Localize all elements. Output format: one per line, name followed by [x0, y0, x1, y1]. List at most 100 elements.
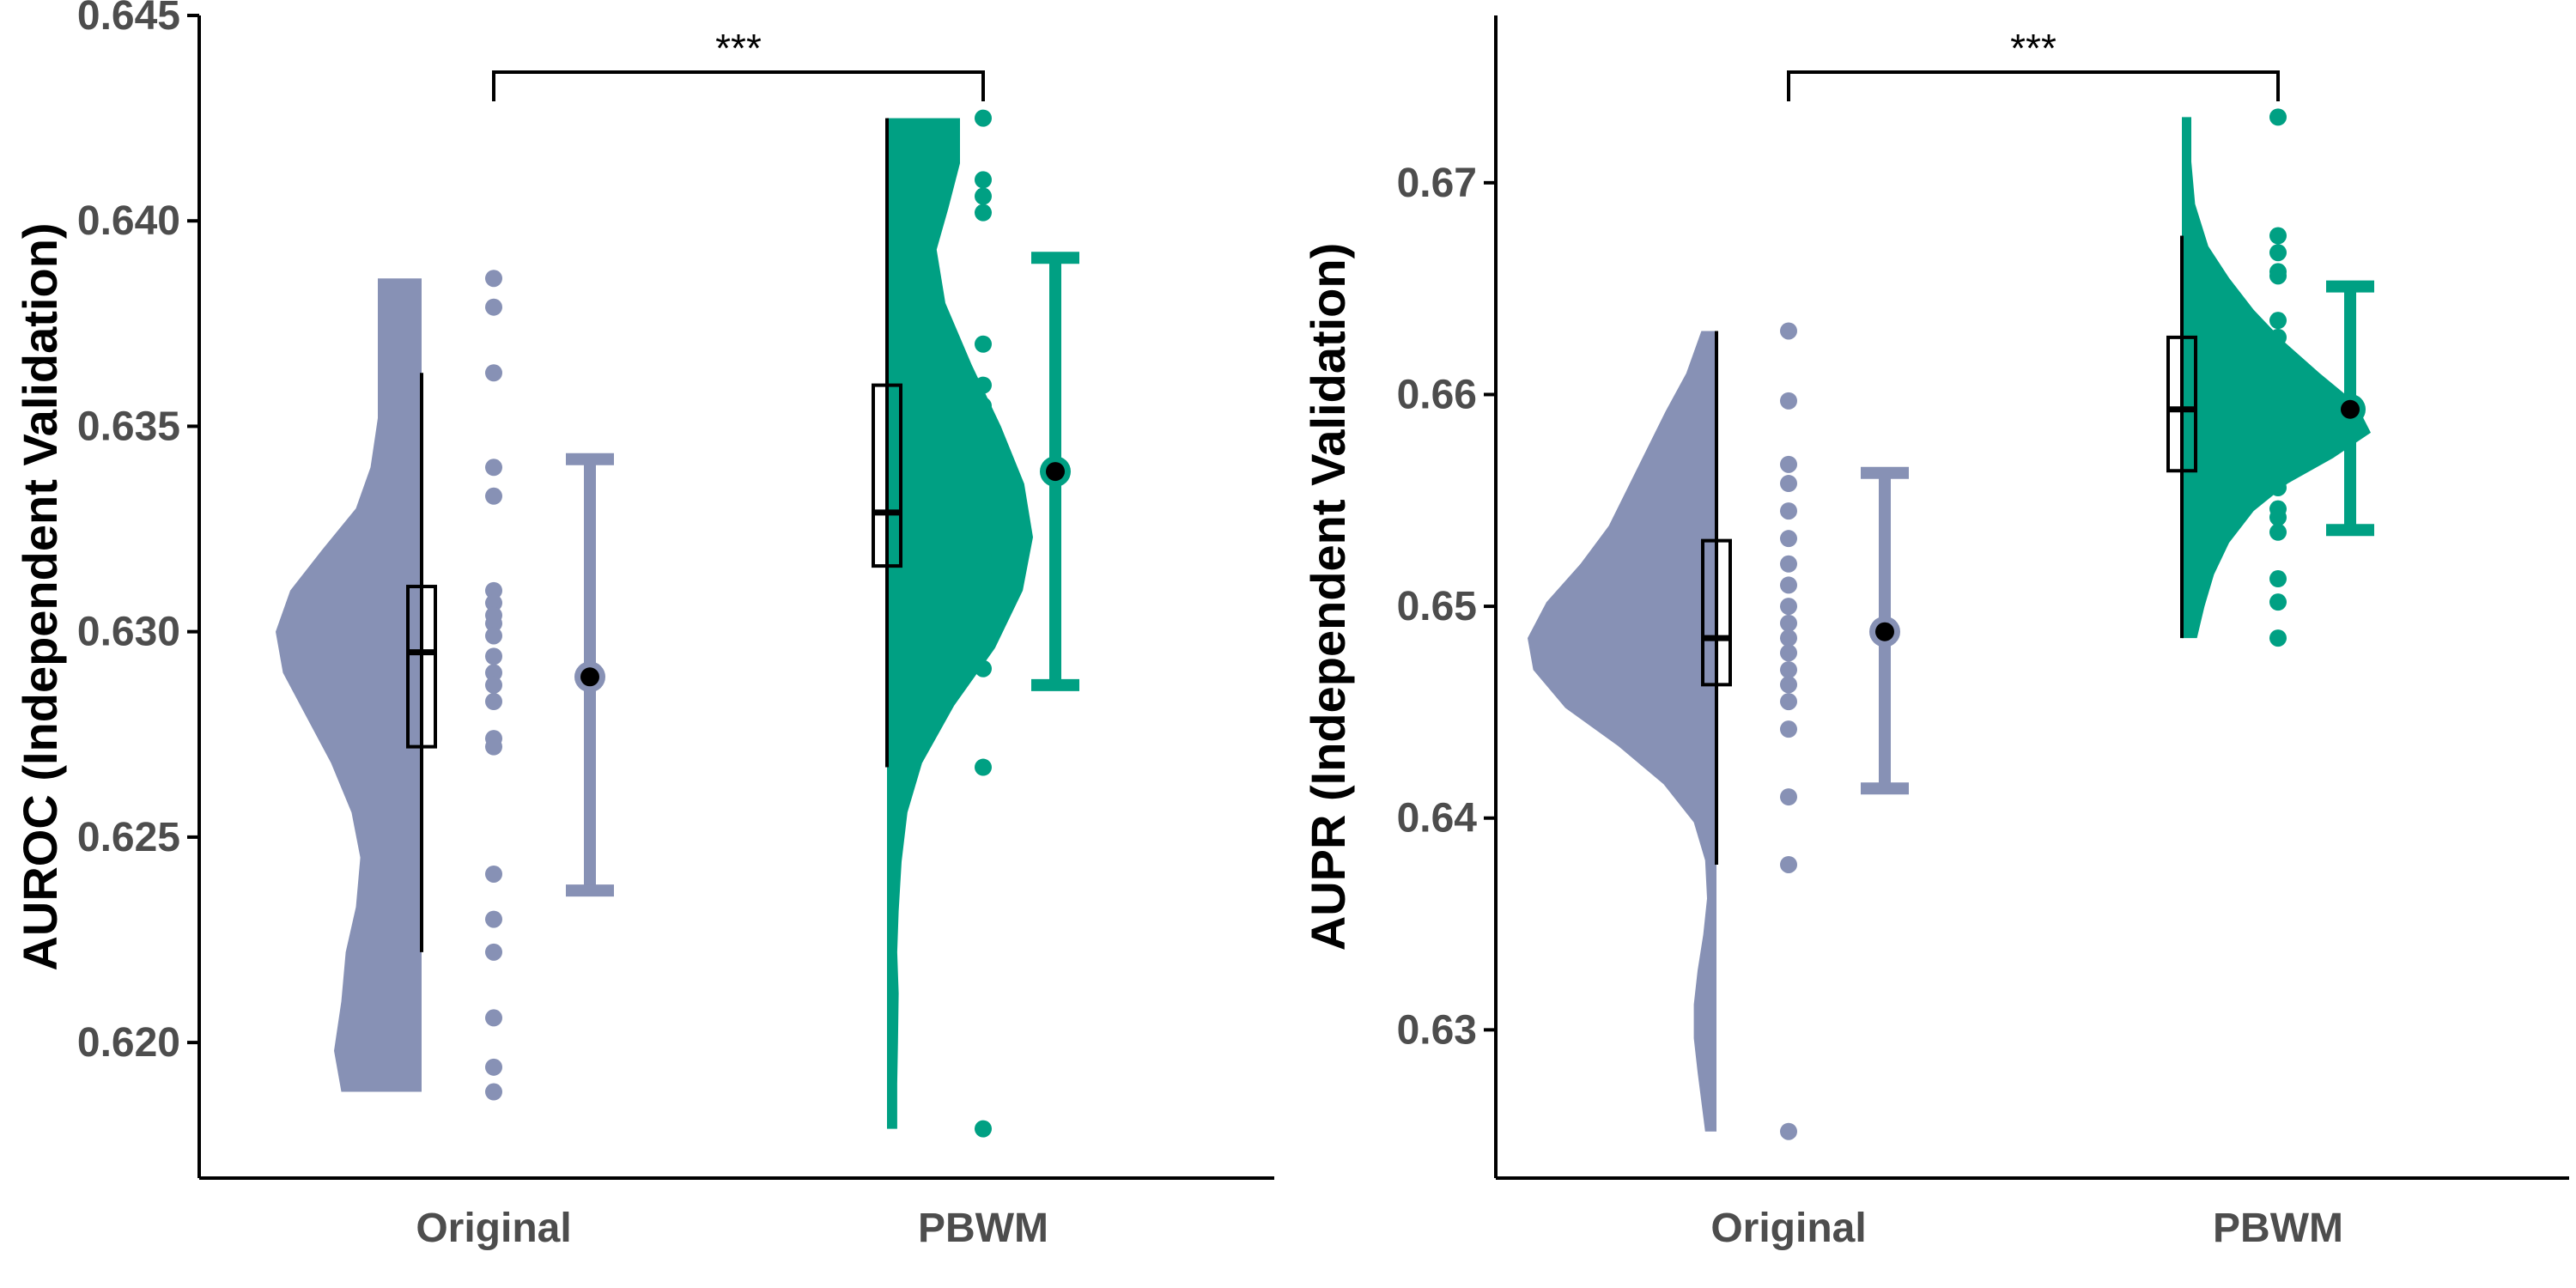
data-point [485, 581, 502, 599]
y-ticks: 0.63 0.64 0.65 0.66 0.67 [1397, 161, 1496, 1053]
y-tick-label: 0.63 [1397, 1007, 1477, 1053]
data-point [1780, 661, 1797, 679]
data-point [975, 109, 992, 127]
panel-background [0, 0, 1288, 1288]
data-point [975, 204, 992, 222]
boxplot-box [1701, 538, 1732, 687]
data-point [2269, 443, 2287, 461]
data-point [975, 1120, 992, 1138]
data-point [2269, 227, 2287, 245]
x-tick-label-pbwm: PBWM [918, 1206, 1048, 1251]
data-point [975, 758, 992, 776]
data-point [485, 270, 502, 288]
data-point [2269, 459, 2287, 477]
data-point [2269, 508, 2287, 526]
y-tick-label: 0.64 [1397, 796, 1478, 841]
x-tick-label-original: Original [416, 1206, 571, 1251]
pbwm-density [887, 118, 1033, 1129]
data-point [2269, 400, 2287, 418]
data-point [1780, 455, 1797, 473]
data-point [485, 615, 502, 633]
data-point [485, 594, 502, 612]
data-point [975, 397, 992, 415]
y-tick-label: 0.630 [77, 610, 180, 655]
data-point [2269, 570, 2287, 588]
pbwm-density [2182, 117, 2371, 639]
data-point [485, 487, 502, 505]
data-point [975, 549, 992, 567]
data-point [485, 647, 502, 665]
original-density [1528, 331, 1716, 1132]
data-point [1780, 693, 1797, 711]
data-point [975, 532, 992, 550]
data-point [485, 364, 502, 382]
x-tick-label-original: Original [1710, 1206, 1866, 1251]
original-density [276, 278, 422, 1092]
data-point [485, 1058, 502, 1076]
y-tick-label: 0.620 [77, 1020, 180, 1066]
y-tick-label: 0.645 [77, 0, 180, 39]
data-point [975, 426, 992, 444]
mean-point [2341, 399, 2360, 419]
data-point [2269, 328, 2287, 346]
data-point [2269, 478, 2287, 496]
data-point [975, 376, 992, 394]
data-point [975, 409, 992, 427]
data-point [485, 1009, 502, 1027]
data-point [2269, 244, 2287, 262]
data-point [485, 676, 502, 694]
y-ticks: 0.620 0.625 0.630 0.635 0.640 0.645 [77, 0, 199, 1066]
data-point [1780, 530, 1797, 548]
data-point [1780, 788, 1797, 806]
data-point [1780, 475, 1797, 493]
x-tick-label-pbwm: PBWM [2213, 1206, 2343, 1251]
data-point [485, 664, 502, 682]
data-point [1780, 720, 1797, 738]
data-point [975, 659, 992, 677]
data-point [1780, 629, 1797, 647]
data-point [485, 943, 502, 961]
y-tick-label: 0.640 [77, 198, 180, 244]
data-point [2269, 415, 2287, 433]
significance-label: *** [715, 26, 762, 70]
data-point [485, 459, 502, 477]
data-point [485, 298, 502, 316]
mean-point [1875, 622, 1894, 641]
data-point [1780, 1122, 1797, 1140]
significance-bracket [492, 70, 985, 101]
data-point [2269, 312, 2287, 330]
data-point [975, 171, 992, 189]
data-point [1780, 676, 1797, 694]
data-point [1780, 855, 1797, 873]
data-point [1780, 614, 1797, 632]
data-point [975, 516, 992, 534]
data-point [1780, 392, 1797, 410]
data-point [485, 910, 502, 928]
mean-point [1046, 462, 1065, 482]
mean-point [580, 667, 599, 687]
chart-marks [276, 109, 1079, 1138]
data-point [485, 865, 502, 883]
data-point [1780, 502, 1797, 520]
chart-marks [1528, 108, 2374, 1140]
data-point [485, 738, 502, 756]
data-point [975, 569, 992, 587]
data-point [2269, 523, 2287, 541]
y-axis-title: AUROC (Independent Validation) [13, 222, 67, 970]
data-point [975, 503, 992, 521]
boxplot-box [2166, 335, 2197, 473]
aupr-panel: 0.63 0.64 0.65 0.66 0.67 *** Original PBWM A… [1288, 0, 2576, 1288]
data-point [2269, 108, 2287, 126]
significance-label: *** [2010, 26, 2057, 70]
data-point [975, 446, 992, 464]
y-tick-label: 0.67 [1397, 161, 1477, 206]
data-point [1780, 555, 1797, 573]
auroc-panel: 0.620 0.625 0.630 0.635 0.640 0.645 *** Origi… [0, 0, 1288, 1288]
data-point [1780, 598, 1797, 616]
data-point [1780, 576, 1797, 594]
significance-bracket [1787, 70, 2280, 101]
data-point [1780, 644, 1797, 662]
boxplot-box [872, 383, 902, 568]
data-point [1780, 322, 1797, 340]
